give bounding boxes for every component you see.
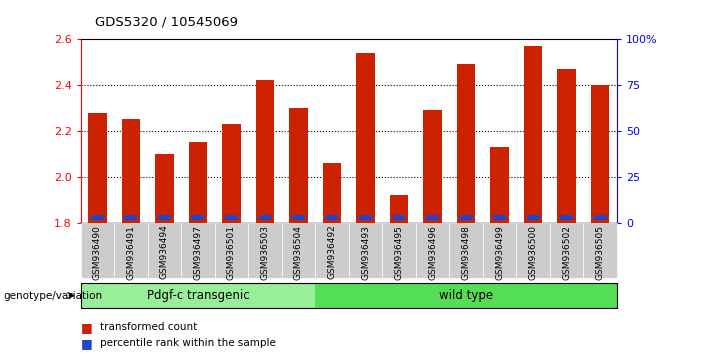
Bar: [125, 215, 137, 220]
Bar: [81, 223, 114, 278]
Bar: [493, 215, 506, 220]
Bar: [148, 223, 181, 278]
Bar: [189, 143, 207, 223]
Bar: [460, 215, 472, 220]
Bar: [583, 223, 617, 278]
Text: Pdgf-c transgenic: Pdgf-c transgenic: [147, 289, 250, 302]
Bar: [560, 215, 573, 220]
Text: GSM936499: GSM936499: [495, 225, 504, 280]
Bar: [526, 215, 540, 220]
Bar: [382, 223, 416, 278]
Text: GSM936490: GSM936490: [93, 225, 102, 280]
Bar: [550, 223, 583, 278]
Text: GSM936494: GSM936494: [160, 225, 169, 279]
Text: GSM936496: GSM936496: [428, 225, 437, 280]
Bar: [155, 154, 174, 223]
Bar: [181, 223, 215, 278]
Text: GSM936501: GSM936501: [227, 225, 236, 280]
Bar: [290, 108, 308, 223]
Bar: [591, 85, 609, 223]
Bar: [393, 215, 405, 220]
Text: GSM936500: GSM936500: [529, 225, 538, 280]
Text: ■: ■: [81, 321, 93, 334]
Bar: [457, 64, 475, 223]
Bar: [390, 195, 408, 223]
Bar: [423, 110, 442, 223]
Bar: [81, 283, 315, 308]
Bar: [88, 113, 107, 223]
Bar: [248, 223, 282, 278]
Bar: [282, 223, 315, 278]
Text: GSM936498: GSM936498: [461, 225, 470, 280]
Bar: [359, 215, 372, 220]
Text: GSM936497: GSM936497: [193, 225, 203, 280]
Bar: [325, 215, 339, 220]
Bar: [315, 283, 617, 308]
Bar: [356, 53, 375, 223]
Bar: [416, 223, 449, 278]
Bar: [158, 215, 171, 220]
Text: GSM936492: GSM936492: [327, 225, 336, 279]
Bar: [91, 215, 104, 220]
Text: percentile rank within the sample: percentile rank within the sample: [100, 338, 276, 348]
Text: GSM936505: GSM936505: [596, 225, 605, 280]
Text: genotype/variation: genotype/variation: [4, 291, 102, 301]
Text: wild type: wild type: [439, 289, 493, 302]
Bar: [322, 163, 341, 223]
Bar: [449, 223, 483, 278]
Bar: [517, 223, 550, 278]
Text: GSM936503: GSM936503: [261, 225, 269, 280]
Text: GDS5320 / 10545069: GDS5320 / 10545069: [95, 16, 238, 29]
Text: ■: ■: [81, 337, 93, 350]
Bar: [557, 69, 576, 223]
Bar: [222, 124, 240, 223]
Bar: [215, 223, 248, 278]
Text: GSM936491: GSM936491: [126, 225, 135, 280]
Text: GSM936504: GSM936504: [294, 225, 303, 280]
Text: GSM936493: GSM936493: [361, 225, 370, 280]
Bar: [315, 223, 349, 278]
Bar: [225, 215, 238, 220]
Text: transformed count: transformed count: [100, 322, 198, 332]
Bar: [292, 215, 305, 220]
Text: GSM936502: GSM936502: [562, 225, 571, 280]
Bar: [191, 215, 205, 220]
Bar: [426, 215, 439, 220]
Bar: [483, 223, 517, 278]
Bar: [594, 215, 606, 220]
Text: GSM936495: GSM936495: [395, 225, 404, 280]
Bar: [349, 223, 382, 278]
Bar: [259, 215, 271, 220]
Bar: [524, 46, 543, 223]
Bar: [122, 119, 140, 223]
Bar: [256, 80, 274, 223]
Bar: [491, 147, 509, 223]
Bar: [114, 223, 148, 278]
